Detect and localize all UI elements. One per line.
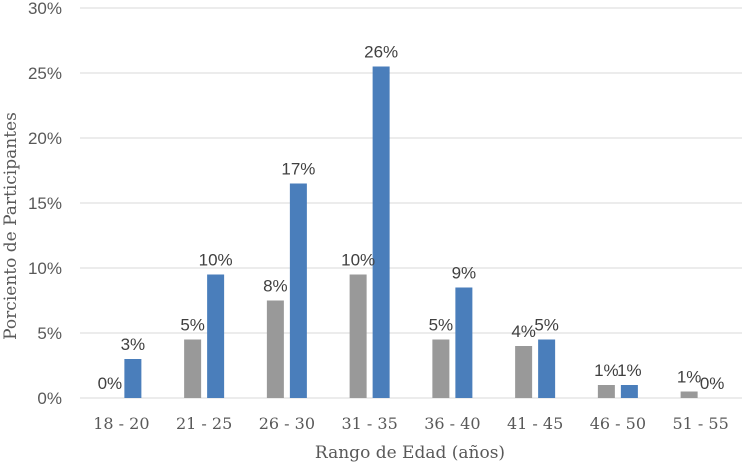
data-label: 4% [511,322,536,341]
x-tick-label: 46 - 50 [590,414,646,433]
bar [372,66,390,398]
y-tick-label: 15% [28,194,62,213]
bar [289,183,307,398]
gridlines [80,7,742,399]
data-label: 1% [677,368,702,387]
bar [597,385,615,398]
bar [124,359,142,398]
data-label: 17% [281,160,315,179]
x-axis-title: Rango de Edad (años) [315,443,505,463]
bar [266,300,284,398]
y-axis-ticks: 0% 5% 10% 15% 20% 25% 30% [28,0,62,408]
data-label: 1% [617,361,642,380]
bar [184,339,202,398]
x-tick-label: 21 - 25 [176,414,232,433]
data-labels: 0%3%5%10%8%17%10%26%5%9%4%5%1%1% 1%0% [98,43,725,394]
x-axis-categories: 18 - 20 21 - 25 26 - 30 31 - 35 36 - 40 41 - … [93,414,729,433]
bar [432,339,450,398]
x-tick-label: 26 - 30 [259,414,315,433]
data-label: 5% [180,316,205,335]
bar [538,339,556,398]
data-label: 8% [263,277,288,296]
data-label: 5% [429,316,454,335]
x-tick-label: 36 - 40 [424,414,480,433]
data-label: 5% [534,316,559,335]
y-tick-label: 5% [37,324,62,343]
y-tick-label: 30% [28,0,62,18]
y-tick-label: 25% [28,64,62,83]
bars [124,66,698,398]
bar [515,346,533,398]
bar [207,274,225,398]
bar [620,385,638,398]
y-tick-label: 10% [28,259,62,278]
bar [680,391,698,398]
data-label: 10% [341,251,375,270]
data-label: 1% [594,361,619,380]
y-axis-title: Porciento de Participantes [1,112,21,340]
data-label: 0% [700,374,725,393]
bar [349,274,367,398]
data-label: 3% [121,335,146,354]
x-tick-label: 51 - 55 [672,414,728,433]
y-tick-label: 20% [28,129,62,148]
data-label: 10% [199,251,233,270]
bar [455,287,473,398]
data-label: 9% [452,264,477,283]
x-tick-label: 41 - 45 [507,414,563,433]
x-tick-label: 18 - 20 [93,414,149,433]
data-label: 26% [364,43,398,62]
data-label: 0% [98,374,123,393]
y-tick-label: 0% [37,389,62,408]
x-tick-label: 31 - 35 [341,414,397,433]
